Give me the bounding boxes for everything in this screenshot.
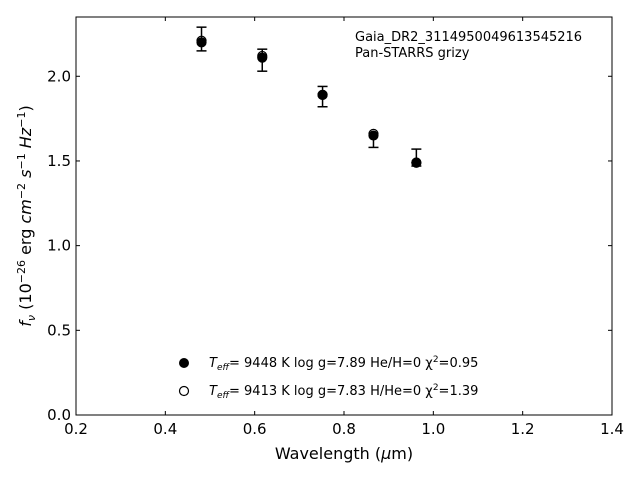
y-tick-label-0: 0.0: [47, 406, 71, 424]
x-tick-label-4: 1.0: [421, 420, 445, 438]
x-tick-label-6: 1.4: [600, 420, 624, 438]
ticks-layer: 0.2 0.4 0.6 0.8 1.0 1.2 1.4 0.0 0.5 1.0 1.5 2.0: [47, 17, 624, 438]
x-tick-label-5: 1.2: [511, 420, 535, 438]
x-tick-label-1: 0.4: [153, 420, 177, 438]
model-open-point-1: [257, 50, 268, 62]
legend-marker-open: [178, 385, 190, 397]
legend: Teff= 9448 K log g=7.89 He/H=0 χ2=0.95 T…: [178, 355, 478, 401]
y-tick-label-2: 1.0: [47, 237, 71, 255]
plot-area: [75, 16, 613, 416]
x-tick-label-2: 0.6: [243, 420, 267, 438]
y-tick-label-4: 2.0: [47, 67, 71, 85]
y-tick-label-3: 1.5: [47, 152, 71, 170]
y-tick-label-1: 0.5: [47, 321, 71, 339]
model-open-point-0: [196, 35, 207, 46]
x-tick-label-3: 0.8: [332, 420, 356, 438]
x-axis-label: Wavelength (μm): [275, 444, 413, 463]
model-open-point-3: [368, 128, 379, 139]
survey-annotation: Pan-STARRS grizy: [355, 46, 470, 61]
legend-label-1: Teff= 9448 K log g=7.89 He/H=0 χ2=0.95: [209, 355, 478, 373]
star-id-annotation: Gaia_DR2_3114950049613545216: [355, 30, 582, 45]
legend-marker-filled: [179, 358, 189, 368]
marks-layer: [196, 26, 422, 168]
y-axis-label: fν (10−26 erg cm−2 s−1 Hz−1): [15, 105, 38, 326]
model-open-point-2: [317, 89, 328, 101]
legend-label-2: Teff= 9413 K log g=7.83 H/He=0 χ2=1.39: [209, 383, 478, 401]
x-tick-label-0: 0.2: [64, 420, 88, 438]
model-open-point-4: [411, 157, 422, 168]
